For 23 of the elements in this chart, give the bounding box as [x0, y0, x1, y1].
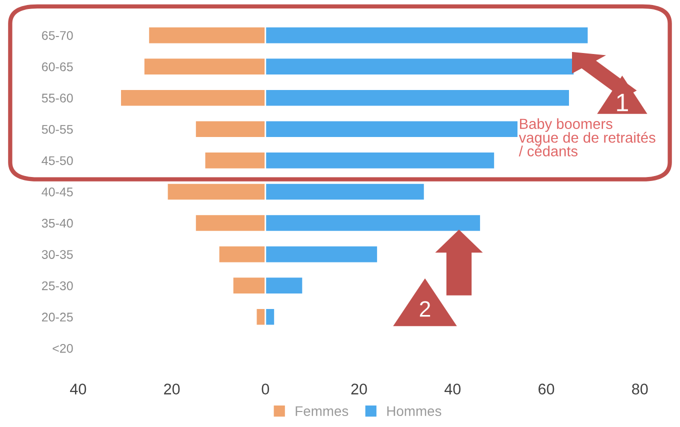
annotation: 2	[420, 301, 430, 317]
x-tick-label: 40	[444, 384, 461, 394]
y-tick-label: 60-65	[42, 62, 73, 72]
annotation: 1	[617, 94, 628, 112]
x-tick-label: 0	[262, 384, 270, 394]
x-tick-label: 60	[538, 384, 554, 394]
y-tick-label: 45-50	[42, 156, 73, 166]
y-tick-label: 50-55	[42, 124, 73, 134]
y-tick-label: 55-60	[42, 94, 73, 103]
y-tick-label: 25-30	[42, 281, 73, 290]
y-tick-label: 35-40	[42, 218, 73, 228]
y-tick-label: 20-25	[42, 312, 73, 322]
y-tick-label: 30-35	[42, 250, 73, 259]
x-tick-label: 80	[632, 384, 648, 394]
x-tick-label: 40	[70, 384, 86, 394]
y-tick-label: 40-45	[42, 188, 73, 196]
legend-label: Hommes	[387, 406, 442, 416]
y-tick-label: 65-70	[42, 31, 73, 40]
legend-label: Femmes	[296, 406, 348, 416]
y-tick-label: <20	[52, 344, 73, 353]
annotation: Baby boomers vague de de retraités / cédants	[518, 118, 656, 156]
x-tick-label: 20	[164, 384, 180, 394]
x-tick-label: 20	[351, 384, 367, 394]
